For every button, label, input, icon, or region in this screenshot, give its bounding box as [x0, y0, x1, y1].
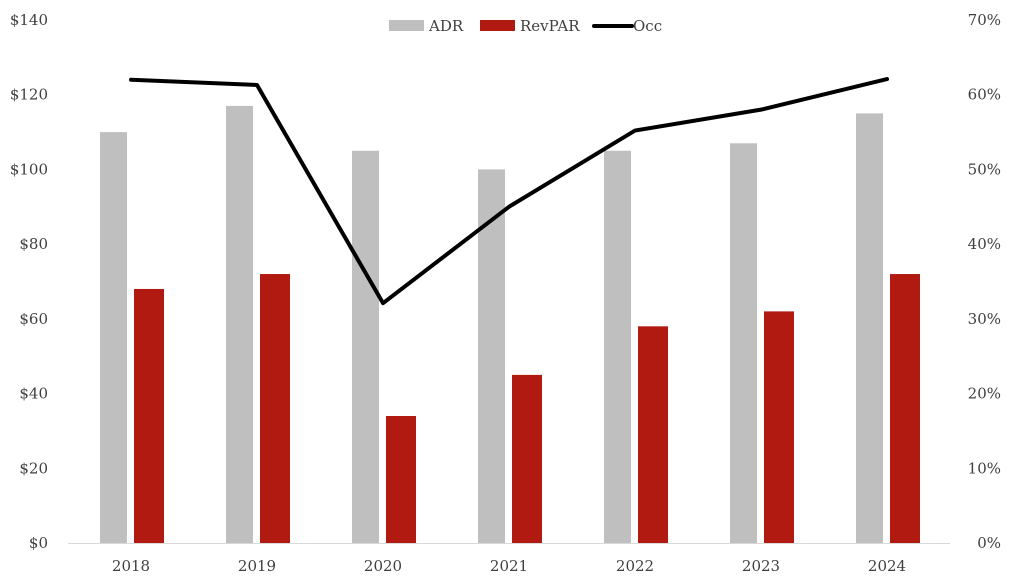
legend-label-adr: ADR	[428, 17, 464, 35]
revpar-bar	[764, 311, 794, 543]
legend-swatch-adr	[389, 20, 424, 31]
adr-bar	[352, 151, 379, 543]
legend-label-occ: Occ	[633, 17, 662, 35]
revpar-bar	[134, 289, 164, 543]
right-axis-tick-label: 50%	[968, 160, 1001, 178]
revpar-bar	[260, 274, 290, 543]
adr-bar	[100, 132, 127, 543]
legend-swatch-revpar	[480, 20, 515, 31]
x-axis-tick-label: 2021	[490, 557, 528, 575]
left-axis-tick-label: $140	[10, 11, 48, 29]
left-axis-tick-label: $120	[10, 86, 48, 104]
right-axis-tick-label: 20%	[968, 385, 1001, 403]
left-axis-tick-label: $40	[19, 385, 48, 403]
adr-bar	[730, 143, 757, 543]
right-axis-tick-label: 10%	[968, 459, 1001, 477]
right-axis-tick-label: 40%	[968, 235, 1001, 253]
x-axis-tick-label: 2024	[868, 557, 906, 575]
x-axis-tick-label: 2020	[364, 557, 402, 575]
x-axis-tick-label: 2023	[742, 557, 780, 575]
revpar-bar	[386, 416, 416, 543]
revpar-bar	[638, 326, 668, 543]
right-axis-tick-label: 70%	[968, 11, 1001, 29]
left-axis-tick-label: $20	[19, 459, 48, 477]
legend-label-revpar: RevPAR	[520, 17, 580, 35]
right-axis-tick-label: 0%	[977, 534, 1001, 552]
left-axis-tick-label: $80	[19, 235, 48, 253]
adr-bar	[856, 113, 883, 543]
right-axis-tick-label: 30%	[968, 310, 1001, 328]
x-axis-tick-label: 2018	[112, 557, 150, 575]
left-axis-tick-label: $0	[29, 534, 48, 552]
left-axis-tick-label: $60	[19, 310, 48, 328]
right-axis-tick-label: 60%	[968, 86, 1001, 104]
x-axis-tick-label: 2022	[616, 557, 654, 575]
adr-bar	[604, 151, 631, 543]
adr-bar	[226, 106, 253, 543]
left-axis-tick-label: $100	[10, 160, 48, 178]
x-axis-tick-label: 2019	[238, 557, 276, 575]
revpar-bar	[890, 274, 920, 543]
revpar-bar	[512, 375, 542, 543]
